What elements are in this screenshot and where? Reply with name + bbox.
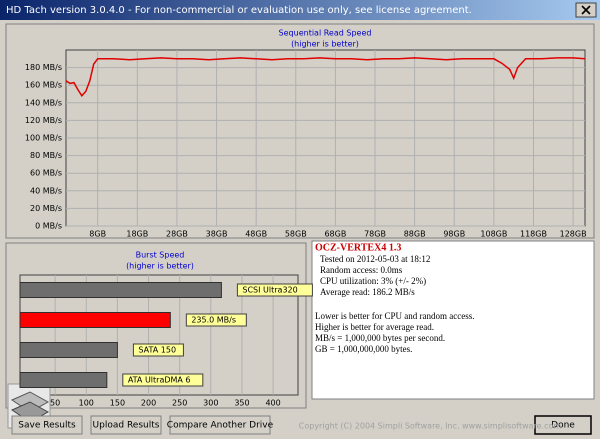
x-tick-label: 28GB bbox=[166, 230, 188, 239]
x-tick-label: 48GB bbox=[245, 230, 267, 239]
info-note: GB = 1,000,000,000 bytes. bbox=[315, 344, 412, 354]
y-tick-label: 180 MB/s bbox=[25, 63, 62, 72]
button-label[interactable]: Compare Another Drive bbox=[167, 421, 274, 431]
x-tick-label: 100 bbox=[79, 399, 94, 408]
x-tick-label: 68GB bbox=[324, 230, 346, 239]
info-panel bbox=[311, 240, 595, 400]
read-line bbox=[65, 57, 586, 98]
info-line: Average read: 186.2 MB/s bbox=[320, 287, 415, 297]
x-tick-label: 150 bbox=[110, 399, 125, 408]
x-tick-label: 38GB bbox=[206, 230, 228, 239]
x-tick-label: 78GB bbox=[364, 230, 386, 239]
x-tick-label: 118GB bbox=[520, 230, 547, 239]
x-tick-label: 250 bbox=[172, 399, 187, 408]
info-line: Random access: 0.0ms bbox=[320, 265, 403, 275]
button[interactable] bbox=[534, 415, 592, 435]
label-box bbox=[236, 283, 313, 297]
burst-subtitle: (higher is better) bbox=[126, 262, 194, 271]
y-tick-label: 140 MB/s bbox=[25, 98, 62, 107]
x-tick-label: 128GB bbox=[560, 230, 587, 239]
bar-category-label: SCSI Ultra320 bbox=[242, 286, 297, 295]
y-tick-label: 80 MB/s bbox=[30, 151, 62, 160]
button[interactable] bbox=[11, 415, 83, 435]
y-tick-label: 40 MB/s bbox=[30, 186, 62, 195]
burst-bar bbox=[19, 372, 108, 388]
info-line: CPU utilization: 3% (+/- 2%) bbox=[320, 276, 426, 286]
info-note: Higher is better for average read. bbox=[315, 322, 434, 332]
burst-bar bbox=[19, 342, 118, 358]
drive-name: OCZ-VERTEX4 1.3 bbox=[315, 242, 401, 253]
x-tick-label: 50 bbox=[50, 399, 60, 408]
info-note: MB/s = 1,000,000 bytes per second. bbox=[315, 333, 445, 343]
y-tick-label: 60 MB/s bbox=[30, 169, 62, 178]
burst-title: Burst Speed bbox=[136, 251, 185, 260]
x-tick-label: 8GB bbox=[89, 230, 106, 239]
x-tick-label: 400 bbox=[265, 399, 280, 408]
button-label[interactable]: Upload Results bbox=[93, 421, 160, 431]
bar-category-label: ATA UltraDMA 6 bbox=[128, 376, 191, 385]
read-subtitle: (higher is better) bbox=[291, 40, 359, 49]
info-line: Tested on 2012-05-03 at 18:12 bbox=[320, 254, 430, 264]
window-title: HD Tach version 3.0.4.0 - For non-commer… bbox=[6, 5, 472, 16]
x-tick-label: 350 bbox=[234, 399, 249, 408]
bar-value-label: 235.0 MB/s bbox=[191, 316, 236, 325]
x-tick-label: 200 bbox=[141, 399, 156, 408]
button-label[interactable]: Done bbox=[551, 421, 575, 431]
x-tick-label: 18GB bbox=[126, 230, 148, 239]
x-tick-label: 58GB bbox=[285, 230, 307, 239]
burst-bar bbox=[19, 312, 171, 328]
close-button[interactable] bbox=[575, 2, 597, 18]
title-bar bbox=[0, 0, 600, 20]
y-tick-label: 100 MB/s bbox=[25, 134, 62, 143]
button[interactable] bbox=[169, 415, 271, 435]
label-box bbox=[122, 373, 204, 387]
x-tick-label: 88GB bbox=[404, 230, 426, 239]
y-tick-label: 20 MB/s bbox=[30, 204, 62, 213]
read-title: Sequential Read Speed bbox=[279, 29, 372, 38]
button[interactable] bbox=[90, 415, 162, 435]
x-tick-label: 108GB bbox=[480, 230, 507, 239]
burst-bar bbox=[19, 282, 222, 298]
y-tick-label: 160 MB/s bbox=[25, 81, 62, 90]
x-tick-label: 300 bbox=[203, 399, 218, 408]
label-box bbox=[185, 313, 247, 327]
label-box bbox=[132, 343, 184, 357]
info-note: Lower is better for CPU and random acces… bbox=[315, 311, 474, 321]
button-label[interactable]: Save Results bbox=[18, 421, 76, 431]
button-row: Save Results Upload Results Compare Anothe… bbox=[11, 415, 592, 435]
y-tick-label: 120 MB/s bbox=[25, 116, 62, 125]
copyright: Copyright (C) 2004 Simpli Software, Inc.… bbox=[299, 422, 562, 431]
x-tick-label: 98GB bbox=[443, 230, 465, 239]
bar-category-label: SATA 150 bbox=[138, 346, 176, 355]
y-tick-label: 0 MB/s bbox=[35, 222, 62, 231]
